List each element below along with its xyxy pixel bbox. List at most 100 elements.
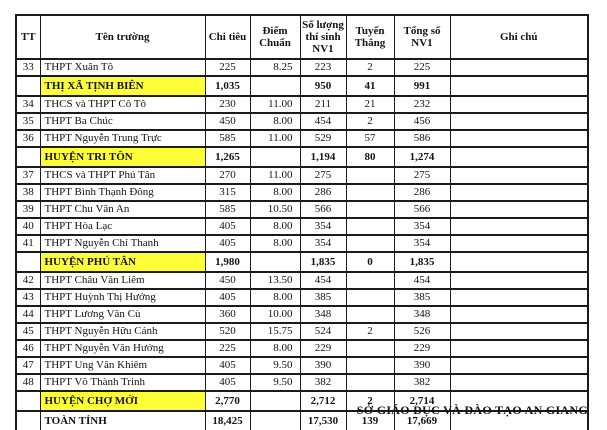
admission-quota-table: TT Tên trường Chi tiêu Điểm Chuẩn Số lượ…: [15, 14, 589, 430]
cell-school-name: THPT Võ Thành Trinh: [39, 373, 206, 392]
cell-notes: [449, 234, 589, 253]
cell-nv1-count: 348: [299, 305, 347, 324]
cell-nv1-total: 354: [393, 234, 451, 253]
cell-nv1-count: 354: [299, 234, 347, 253]
cell-nv1-count: 529: [299, 129, 347, 148]
header-nv1-count: Số lượng thí sinh NV1: [299, 14, 347, 60]
cell-nv1-total: 390: [393, 356, 451, 375]
cell-nv1-count: 2,712: [299, 390, 347, 412]
cell-tt: 35: [15, 112, 41, 131]
cell-nv1-count: 524: [299, 322, 347, 341]
cell-direct: [345, 166, 395, 185]
cell-direct: [345, 356, 395, 375]
cell-nv1-count: 275: [299, 166, 347, 185]
table-body: 33 THPT Xuân Tô 225 8.25 223 2 225 THỊ X…: [15, 58, 589, 430]
cell-notes: [449, 95, 589, 114]
cell-direct: 2: [345, 322, 395, 341]
cell-direct: [345, 305, 395, 324]
cell-nv1-total: 286: [393, 183, 451, 202]
cell-school-name: THPT Huỳnh Thị Hưởng: [39, 288, 206, 307]
cell-notes: [449, 183, 589, 202]
cell-cutoff: 8.00: [249, 234, 301, 253]
cell-cutoff: 8.00: [249, 183, 301, 202]
cell-notes: [449, 390, 589, 412]
cell-nv1-total: 526: [393, 322, 451, 341]
table-row: HUYỆN PHÚ TÂN 1,980 1,835 0 1,835: [15, 251, 589, 273]
cell-nv1-total: 17,669: [393, 410, 451, 430]
table-row: 40 THPT Hòa Lạc 405 8.00 354 354: [15, 217, 589, 236]
cell-cutoff: [249, 146, 301, 168]
cell-tt: 37: [15, 166, 41, 185]
cell-cutoff: [249, 251, 301, 273]
cell-nv1-total: 566: [393, 200, 451, 219]
cell-cutoff: 8.00: [249, 339, 301, 358]
cell-nv1-total: 1,274: [393, 146, 451, 168]
cell-school-name: THPT Hòa Lạc: [39, 217, 206, 236]
cell-direct: [345, 288, 395, 307]
cell-nv1-count: 17,530: [299, 410, 347, 430]
cell-cutoff: 11.00: [249, 95, 301, 114]
cell-nv1-total: 1,835: [393, 251, 451, 273]
table-row: 37 THCS và THPT Phú Tân 270 11.00 275 27…: [15, 166, 589, 185]
table-row: 35 THPT Ba Chúc 450 8.00 454 2 456: [15, 112, 589, 131]
cell-tt: 42: [15, 271, 41, 290]
cell-notes: [449, 166, 589, 185]
cell-cutoff: 8.25: [249, 58, 301, 77]
table-row: THỊ XÃ TỊNH BIÊN 1,035 950 41 991: [15, 75, 589, 97]
cell-quota: 405: [204, 373, 251, 392]
cell-quota: 18,425: [204, 410, 251, 430]
issuer-signature: SỞ GIÁO DỤC VÀ ĐÀO TẠO AN GIANG: [356, 403, 588, 417]
cell-quota: 405: [204, 356, 251, 375]
cell-school-name: HUYỆN CHỢ MỚI: [39, 390, 206, 412]
cell-school-name: THPT Nguyễn Chí Thanh: [39, 234, 206, 253]
cell-notes: [449, 356, 589, 375]
cell-nv1-total: 586: [393, 129, 451, 148]
cell-notes: [449, 217, 589, 236]
cell-tt: 45: [15, 322, 41, 341]
cell-tt: 41: [15, 234, 41, 253]
table-row: 41 THPT Nguyễn Chí Thanh 405 8.00 354 35…: [15, 234, 589, 253]
table-row: 43 THPT Huỳnh Thị Hưởng 405 8.00 385 385: [15, 288, 589, 307]
cell-cutoff: 9.50: [249, 356, 301, 375]
cell-tt: 39: [15, 200, 41, 219]
cell-quota: 450: [204, 112, 251, 131]
cell-direct: [345, 339, 395, 358]
table-row: 45 THPT Nguyễn Hữu Cảnh 520 15.75 524 2 …: [15, 322, 589, 341]
header-notes: Ghi chú: [449, 14, 589, 60]
cell-cutoff: 11.00: [249, 129, 301, 148]
cell-nv1-total: 275: [393, 166, 451, 185]
cell-nv1-total: 991: [393, 75, 451, 97]
cell-cutoff: 8.00: [249, 112, 301, 131]
cell-quota: 225: [204, 58, 251, 77]
cell-school-name: THPT Nguyễn Văn Hưởng: [39, 339, 206, 358]
cell-nv1-total: 354: [393, 217, 451, 236]
header-school-name: Tên trường: [39, 14, 206, 60]
cell-direct: 2: [345, 390, 395, 412]
cell-tt: 36: [15, 129, 41, 148]
cell-cutoff: 8.00: [249, 217, 301, 236]
cell-nv1-count: 454: [299, 112, 347, 131]
cell-tt: 34: [15, 95, 41, 114]
cell-quota: 270: [204, 166, 251, 185]
cell-nv1-total: 385: [393, 288, 451, 307]
cell-quota: 360: [204, 305, 251, 324]
cell-school-name: TOÀN TỈNH: [39, 410, 206, 430]
table-row: 33 THPT Xuân Tô 225 8.25 223 2 225: [15, 58, 589, 77]
cell-school-name: THCS và THPT Phú Tân: [39, 166, 206, 185]
cell-school-name: THPT Ba Chúc: [39, 112, 206, 131]
cell-tt: 38: [15, 183, 41, 202]
cell-school-name: THỊ XÃ TỊNH BIÊN: [39, 75, 206, 97]
cell-cutoff: 9.50: [249, 373, 301, 392]
cell-notes: [449, 288, 589, 307]
cell-cutoff: 11.00: [249, 166, 301, 185]
cell-tt: 47: [15, 356, 41, 375]
cell-school-name: THPT Bình Thạnh Đông: [39, 183, 206, 202]
table-row: 36 THPT Nguyễn Trung Trực 585 11.00 529 …: [15, 129, 589, 148]
cell-nv1-count: 1,194: [299, 146, 347, 168]
cell-quota: 1,980: [204, 251, 251, 273]
cell-direct: [345, 217, 395, 236]
cell-nv1-count: 454: [299, 271, 347, 290]
cell-nv1-count: 229: [299, 339, 347, 358]
header-nv1-total: Tổng số NV1: [393, 14, 451, 60]
